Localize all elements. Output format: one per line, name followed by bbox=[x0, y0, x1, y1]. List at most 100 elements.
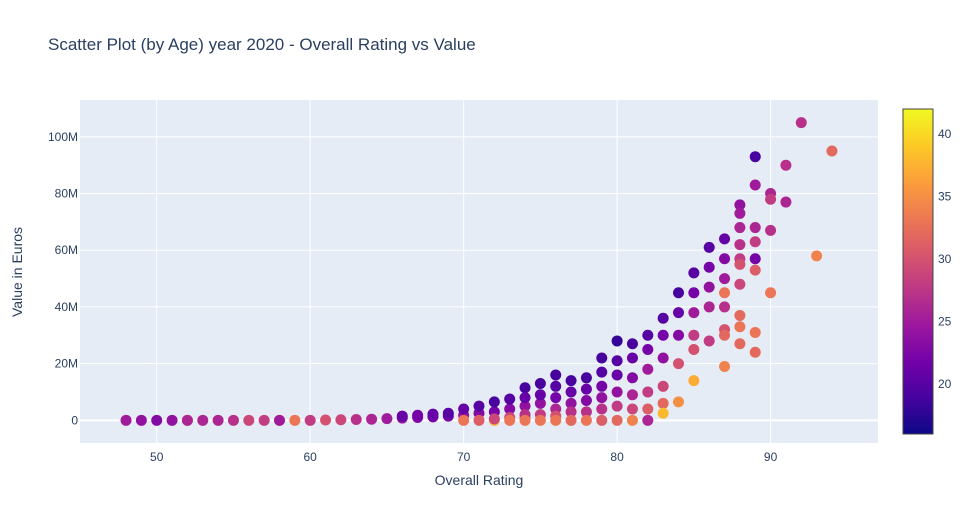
data-point bbox=[565, 386, 577, 398]
data-point bbox=[580, 372, 592, 384]
data-point bbox=[749, 326, 761, 338]
data-point bbox=[734, 239, 746, 251]
data-point bbox=[534, 377, 546, 389]
data-point bbox=[642, 403, 654, 415]
y-tick-label: 80M bbox=[55, 187, 78, 201]
y-tick-label: 20M bbox=[55, 357, 78, 371]
data-point bbox=[734, 222, 746, 234]
data-point bbox=[565, 406, 577, 418]
y-tick-label: 0 bbox=[71, 413, 78, 427]
data-point bbox=[534, 414, 546, 426]
data-point bbox=[596, 414, 608, 426]
data-point bbox=[626, 338, 638, 350]
colorbar-tick-label: 20 bbox=[938, 377, 952, 391]
data-point bbox=[565, 375, 577, 387]
data-point bbox=[611, 400, 623, 412]
data-point bbox=[596, 366, 608, 378]
data-point bbox=[366, 413, 378, 425]
data-point bbox=[626, 372, 638, 384]
data-point bbox=[703, 301, 715, 313]
data-point bbox=[734, 309, 746, 321]
colorbar-tick-label: 25 bbox=[938, 315, 952, 329]
data-point bbox=[596, 380, 608, 392]
data-point bbox=[765, 287, 777, 299]
data-point bbox=[135, 414, 147, 426]
data-point bbox=[765, 193, 777, 205]
data-point bbox=[243, 414, 255, 426]
data-point bbox=[320, 414, 332, 426]
data-point bbox=[673, 329, 684, 341]
x-tick-label: 60 bbox=[304, 450, 318, 464]
data-point bbox=[396, 410, 408, 422]
data-point bbox=[442, 407, 454, 419]
data-point bbox=[673, 396, 684, 408]
data-point bbox=[657, 380, 669, 392]
data-point bbox=[719, 301, 731, 313]
data-point bbox=[519, 382, 531, 394]
data-point bbox=[642, 343, 654, 355]
data-point bbox=[688, 329, 700, 341]
x-axis-title: Overall Rating bbox=[435, 472, 524, 488]
data-point bbox=[580, 414, 592, 426]
data-point bbox=[703, 261, 715, 273]
data-point bbox=[427, 408, 439, 420]
data-point bbox=[719, 273, 731, 285]
data-point bbox=[550, 369, 562, 381]
data-point bbox=[212, 414, 224, 426]
data-point bbox=[274, 414, 285, 426]
data-point bbox=[826, 145, 838, 157]
data-point bbox=[458, 414, 470, 426]
data-point bbox=[765, 224, 777, 236]
data-point bbox=[626, 414, 638, 426]
data-point bbox=[504, 393, 516, 405]
data-point bbox=[350, 413, 362, 425]
data-points bbox=[120, 117, 838, 426]
data-point bbox=[626, 352, 638, 364]
data-point bbox=[596, 392, 608, 404]
data-point bbox=[688, 267, 700, 279]
data-point bbox=[749, 253, 761, 265]
data-point bbox=[227, 414, 239, 426]
data-point bbox=[657, 407, 669, 419]
data-point bbox=[688, 375, 700, 387]
data-point bbox=[703, 241, 715, 253]
data-point bbox=[811, 250, 823, 262]
data-point bbox=[688, 287, 700, 299]
y-axis-title: Value in Euros bbox=[9, 227, 25, 317]
data-point bbox=[611, 369, 623, 381]
data-point bbox=[734, 199, 746, 211]
data-point bbox=[780, 159, 792, 171]
data-point bbox=[519, 414, 531, 426]
data-point bbox=[657, 312, 669, 324]
data-point bbox=[719, 360, 731, 372]
data-point bbox=[534, 397, 546, 409]
colorbar-tick-label: 30 bbox=[938, 252, 952, 266]
data-point bbox=[458, 403, 470, 415]
data-point bbox=[734, 258, 746, 270]
data-point bbox=[673, 287, 684, 299]
data-point bbox=[120, 414, 132, 426]
data-point bbox=[550, 392, 562, 404]
data-point bbox=[719, 253, 731, 265]
data-point bbox=[749, 179, 761, 191]
data-point bbox=[596, 352, 608, 364]
data-point bbox=[642, 386, 654, 398]
data-point bbox=[626, 403, 638, 415]
colorbar-ticks: 20 25 30 35 40 bbox=[938, 127, 952, 391]
data-point bbox=[719, 329, 731, 341]
data-point bbox=[504, 403, 516, 415]
data-point bbox=[488, 396, 500, 408]
data-point bbox=[611, 355, 623, 367]
colorbar-tick-label: 40 bbox=[938, 127, 952, 141]
data-point bbox=[611, 335, 623, 347]
data-point bbox=[626, 389, 638, 401]
x-axis-ticks: 50 60 70 80 90 bbox=[150, 450, 778, 464]
data-point bbox=[749, 236, 761, 248]
data-point bbox=[519, 400, 531, 412]
data-point bbox=[673, 307, 684, 319]
data-point bbox=[258, 414, 270, 426]
data-point bbox=[734, 321, 746, 333]
data-point bbox=[719, 287, 731, 299]
y-tick-label: 100M bbox=[48, 130, 78, 144]
